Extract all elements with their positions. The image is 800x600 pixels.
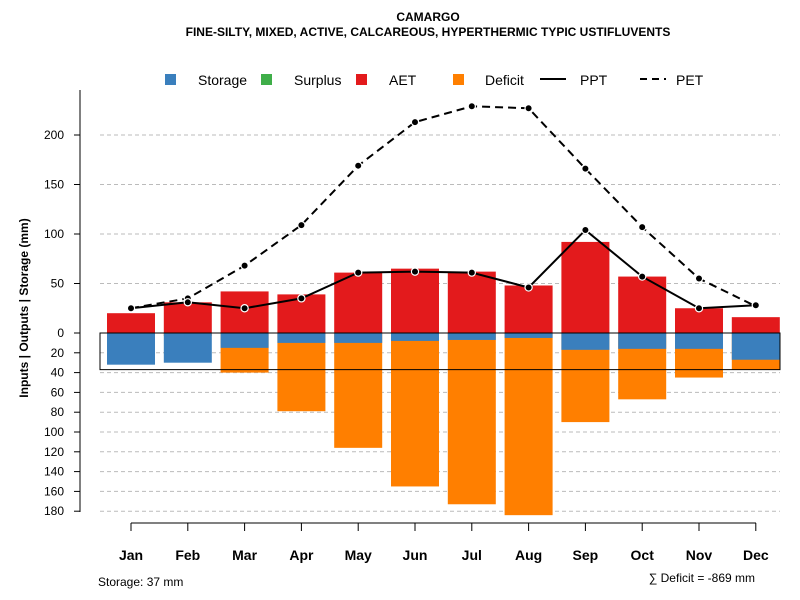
- pet-line: [130, 105, 757, 310]
- pet-point: [354, 161, 363, 170]
- aet-bar: [447, 271, 496, 333]
- x-tick-label: Nov: [686, 547, 713, 563]
- pet-point: [240, 261, 249, 270]
- ppt-point: [240, 304, 249, 313]
- deficit-bar: [391, 333, 439, 487]
- ppt-point: [581, 225, 590, 235]
- aet-bar: [391, 268, 439, 333]
- storage-note: Storage: 37 mm: [98, 575, 183, 589]
- y-tick-label-lower: 160: [44, 484, 64, 498]
- series-lines: [126, 102, 761, 313]
- pet-point: [581, 164, 590, 173]
- y-tick-label-upper: 0: [57, 326, 64, 340]
- storage-bar: [391, 333, 439, 341]
- aet-bar: [561, 241, 610, 333]
- y-tick-label-upper: 50: [51, 277, 65, 291]
- y-tick-label-lower: 20: [51, 346, 65, 360]
- x-tick-label: Apr: [289, 547, 314, 563]
- deficit-bar: [334, 333, 383, 448]
- storage-bar: [618, 333, 667, 349]
- y-tick-label-lower: 40: [51, 366, 65, 380]
- axis-ticks: 0 50 100 150 200 20 40 60 80 100 120 140 160 180 Jan Fe…: [44, 128, 769, 563]
- y-tick-label-lower: 180: [44, 504, 64, 518]
- legend-ppt-label: PPT: [580, 72, 608, 88]
- x-tick-label: Dec: [743, 547, 769, 563]
- legend-deficit-label: Deficit: [485, 72, 524, 88]
- aet-bar: [334, 272, 383, 333]
- storage-bar: [731, 333, 780, 360]
- ppt-point: [524, 283, 533, 292]
- x-tick-label: Sep: [573, 547, 599, 563]
- legend-storage-swatch: [165, 74, 176, 85]
- gridlines: [100, 134, 780, 512]
- aet-bar: [731, 317, 780, 333]
- legend-aet-swatch: [356, 74, 367, 85]
- x-tick-label: Jan: [119, 547, 143, 563]
- pet-point: [694, 274, 704, 283]
- y-tick-label-lower: 100: [44, 425, 64, 439]
- storage-capacity-box: [99, 332, 781, 371]
- pet-point: [297, 220, 306, 230]
- ppt-line: [130, 228, 756, 310]
- ppt-point: [183, 298, 192, 307]
- aet-bar: [107, 313, 155, 333]
- ppt-point: [354, 268, 363, 277]
- ppt-point: [638, 272, 647, 281]
- deficit-bar: [504, 333, 553, 516]
- x-tick-label: Aug: [515, 547, 542, 563]
- x-tick-label: Jul: [462, 547, 482, 563]
- pet-point: [467, 102, 476, 111]
- bars: [99, 241, 781, 516]
- legend-aet-label: AET: [389, 72, 417, 88]
- y-tick-label-lower: 60: [51, 385, 65, 399]
- aet-bar: [504, 285, 553, 333]
- pet-point: [410, 117, 420, 127]
- y-tick-label-upper: 100: [44, 227, 64, 241]
- x-tick-label: Oct: [631, 547, 655, 563]
- ppt-point: [467, 268, 476, 277]
- x-tick-label: Jun: [403, 547, 428, 563]
- deficit-note: ∑ Deficit = -869 mm: [649, 571, 755, 585]
- storage-bar: [107, 333, 155, 365]
- legend-storage-label: Storage: [198, 72, 247, 88]
- ppt-point: [751, 301, 761, 310]
- chart-subtitle: FINE-SILTY, MIXED, ACTIVE, CALCAREOUS, H…: [186, 25, 671, 39]
- legend: Storage Surplus AET Deficit PPT PET: [165, 72, 704, 88]
- y-tick-label-lower: 80: [51, 405, 65, 419]
- x-tick-label: Feb: [175, 547, 200, 563]
- storage-bar: [277, 333, 326, 343]
- storage-bar: [334, 333, 383, 343]
- deficit-bar: [447, 333, 496, 505]
- legend-surplus-label: Surplus: [294, 72, 341, 88]
- y-tick-label-upper: 200: [44, 128, 64, 142]
- pet-point: [638, 222, 647, 232]
- legend-pet-label: PET: [676, 72, 704, 88]
- legend-deficit-swatch: [453, 74, 464, 85]
- aet-bar: [163, 302, 212, 333]
- y-axis-title: Inputs | Outputs | Storage (mm): [17, 218, 31, 397]
- storage-bar: [675, 333, 723, 349]
- pet-point: [524, 104, 533, 113]
- deficit-bar: [277, 333, 326, 412]
- y-tick-label-upper: 150: [44, 178, 64, 192]
- y-tick-label-lower: 140: [44, 465, 64, 479]
- storage-bar: [163, 333, 212, 363]
- x-tick-label: May: [345, 547, 372, 563]
- y-tick-label-lower: 120: [44, 445, 64, 459]
- x-tick-label: Mar: [232, 547, 257, 563]
- storage-bar: [220, 333, 269, 348]
- ppt-point: [410, 267, 420, 276]
- ppt-point: [297, 294, 306, 303]
- storage-bar: [504, 333, 553, 338]
- storage-bar: [561, 333, 610, 350]
- legend-surplus-swatch: [261, 74, 272, 85]
- chart-title: CAMARGO: [396, 10, 459, 24]
- ppt-point: [126, 304, 136, 313]
- ppt-point: [694, 304, 704, 313]
- storage-bar: [447, 333, 496, 340]
